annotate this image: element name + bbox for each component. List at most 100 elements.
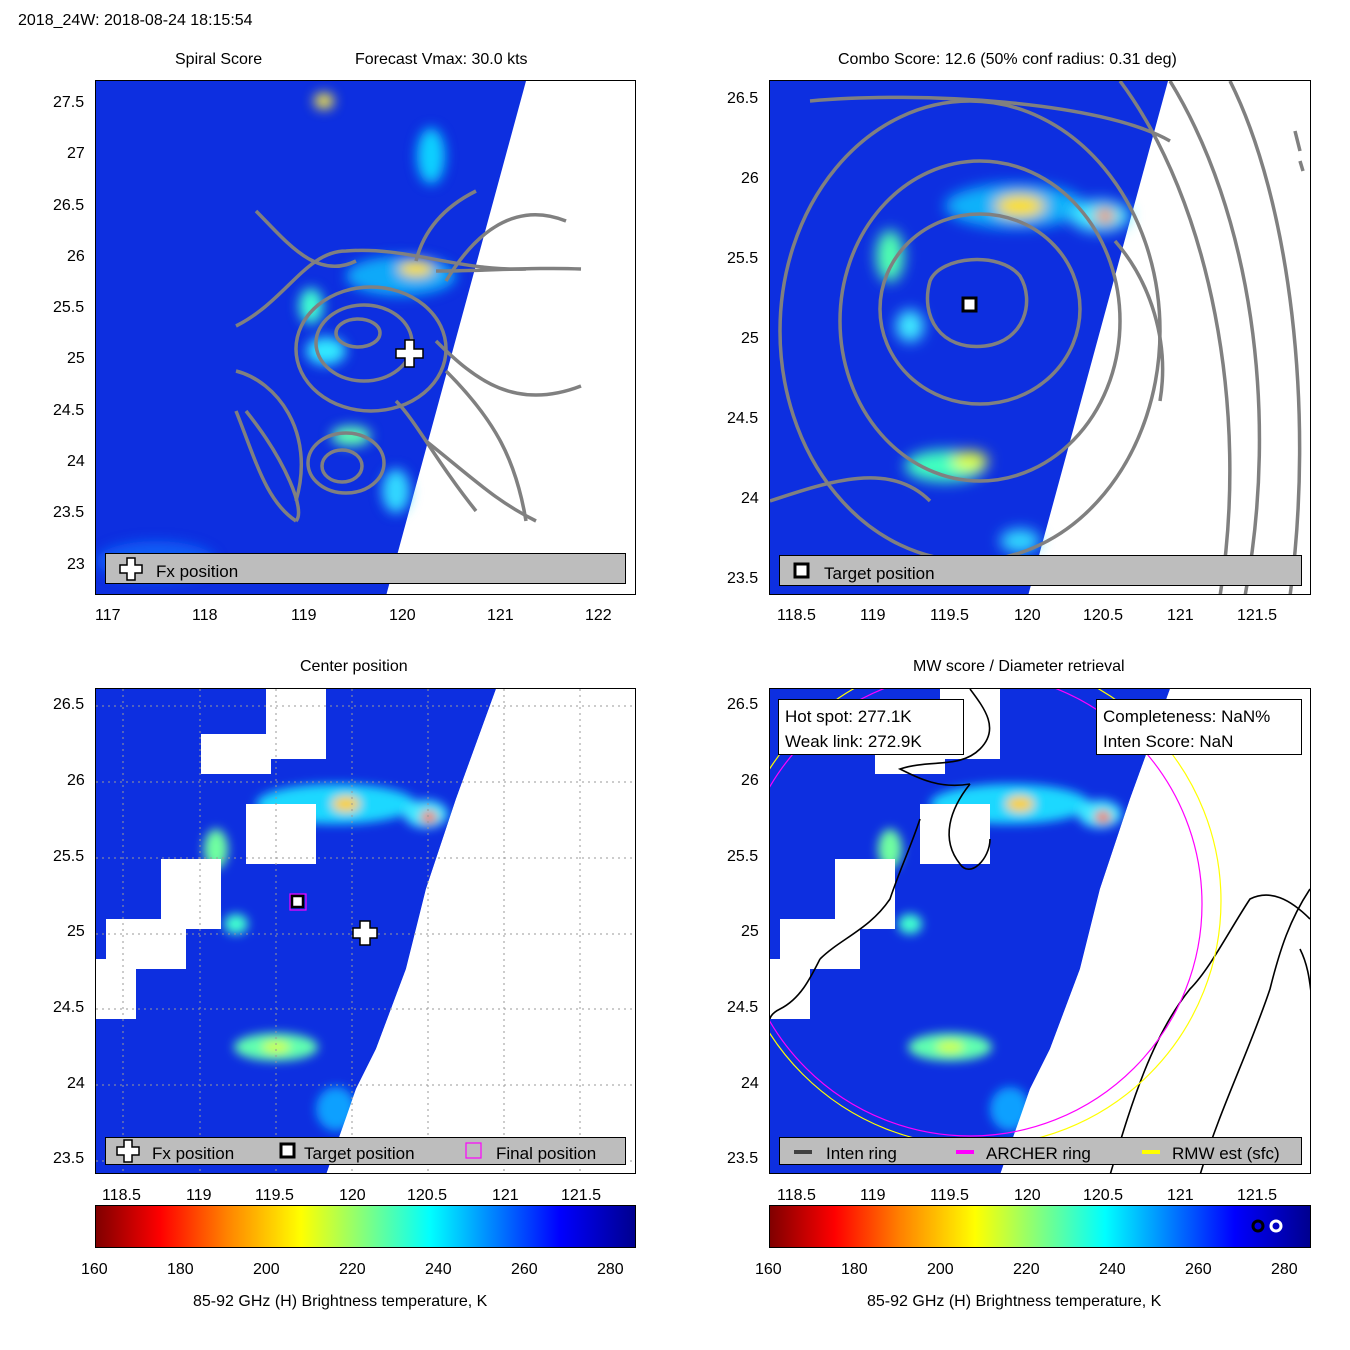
center-ytick: 24: [67, 1075, 85, 1092]
mw-ytick: 23.5: [727, 1150, 759, 1167]
spiral-ytick: 26.5: [53, 197, 85, 214]
cbar-left-label: 85-92 GHz (H) Brightness temperature, K: [193, 1293, 488, 1310]
center-xtick: 121: [492, 1187, 519, 1204]
center-field: [96, 689, 635, 1173]
cbar-left-tick: 160: [81, 1261, 108, 1278]
combo-xtick: 119.5: [930, 607, 969, 624]
center-target-marker: [290, 894, 305, 909]
combo-xtick: 119: [860, 607, 886, 624]
spiral-title: Spiral Score: [175, 51, 263, 68]
plus-icon: [119, 557, 143, 581]
center-legend-fx: Fx position: [152, 1144, 235, 1163]
cbar-right-tick: 180: [841, 1261, 868, 1278]
archer-ring-swatch: [956, 1150, 974, 1154]
mw-xtick: 120.5: [1083, 1187, 1124, 1204]
mw-ytick: 25.5: [727, 848, 759, 865]
spiral-ytick: 27.5: [53, 94, 85, 111]
combo-title: Combo Score: 12.6 (50% conf radius: 0.31…: [838, 51, 1177, 68]
colorbar-right: [769, 1205, 1311, 1248]
spiral-swath: [96, 81, 526, 594]
mw-field: [770, 689, 1310, 1173]
mw-xtick: 121.5: [1237, 1187, 1278, 1204]
spiral-field: [96, 81, 582, 594]
center-ytick: 25: [67, 923, 85, 940]
combo-ytick: 24.5: [727, 410, 759, 427]
cbar-left-tick: 280: [597, 1261, 624, 1278]
spiral-legend-fx: Fx position: [156, 562, 239, 581]
mw-ytick: 25: [741, 923, 759, 940]
combo-xtick: 121: [1167, 607, 1194, 624]
center-land-white: [326, 689, 635, 1173]
center-xtick: 118.5: [102, 1187, 141, 1204]
spiral-ytick: 24.5: [53, 402, 85, 419]
mw-xtick: 121: [1167, 1187, 1194, 1204]
ring-marker-icon: [1251, 1219, 1283, 1233]
cbar-right-tick: 260: [1185, 1261, 1212, 1278]
center-ytick: 25.5: [53, 848, 85, 865]
combo-legend-target: Target position: [824, 564, 935, 583]
mw-legend-rmw: RMW est (sfc): [1172, 1144, 1280, 1163]
spiral-ytick: 25: [67, 350, 85, 367]
center-xtick: 120.5: [407, 1187, 448, 1204]
cbar-left-tick: 260: [511, 1261, 538, 1278]
mw-xtick: 120: [1014, 1187, 1041, 1204]
cbar-right-tick: 160: [755, 1261, 782, 1278]
spiral-plot-area: Fx position: [95, 80, 636, 595]
magenta-square-icon: [465, 1142, 482, 1159]
center-legend-target: Target position: [304, 1144, 415, 1163]
center-plot-area: Fx position Target position Final positi…: [95, 688, 636, 1174]
mw-legend-archer: ARCHER ring: [986, 1144, 1091, 1163]
center-ytick: 26.5: [53, 696, 85, 713]
plus-icon: [116, 1139, 140, 1163]
colorbar-left: [95, 1205, 636, 1248]
cbar-right-label: 85-92 GHz (H) Brightness temperature, K: [867, 1293, 1162, 1310]
mw-ytick: 24.5: [727, 999, 759, 1016]
mw-title: MW score / Diameter retrieval: [913, 658, 1125, 675]
inten-ring-swatch: [794, 1150, 812, 1154]
cbar-right-tick: 200: [927, 1261, 954, 1278]
mw-legend-inten: Inten ring: [826, 1144, 897, 1163]
center-title: Center position: [300, 658, 408, 675]
combo-xtick: 118.5: [777, 607, 816, 624]
center-fx-marker: [352, 920, 378, 946]
spiral-xtick: 120: [389, 607, 416, 624]
center-xtick: 120: [339, 1187, 366, 1204]
mw-inten-score: Inten Score: NaN: [1103, 732, 1234, 751]
combo-plot-area: Target position: [769, 80, 1311, 595]
center-ytick: 26: [67, 772, 85, 789]
square-icon: [793, 562, 810, 579]
combo-contours: [770, 81, 1305, 594]
combo-xtick: 120.5: [1083, 607, 1124, 624]
center-legend-final: Final position: [496, 1144, 597, 1163]
spiral-xtick: 119: [291, 607, 317, 624]
spiral-ytick: 23.5: [53, 504, 85, 521]
mw-legend: Inten ring ARCHER ring RMW est (sfc): [779, 1137, 1302, 1165]
cbar-left-tick: 220: [339, 1261, 366, 1278]
center-legend: Fx position Target position Final positi…: [105, 1137, 626, 1165]
mw-xtick: 119: [860, 1187, 886, 1204]
combo-ytick: 25: [741, 330, 759, 347]
center-xtick: 119.5: [255, 1187, 294, 1204]
combo-ytick: 26.5: [727, 90, 759, 107]
spiral-ytick: 24: [67, 453, 85, 470]
mw-plot-area: Hot spot: 277.1K Weak link: 272.9K Compl…: [769, 688, 1311, 1174]
center-ytick: 24.5: [53, 999, 85, 1016]
spiral-ytick: 25.5: [53, 299, 85, 316]
mw-hot-spot: Hot spot: 277.1K: [785, 707, 912, 726]
combo-xtick: 120: [1014, 607, 1041, 624]
mw-ytick: 24: [741, 1075, 759, 1092]
spiral-fx-marker: [395, 339, 424, 368]
mw-archer-ring: [770, 689, 1203, 1137]
combo-field: [770, 81, 1305, 594]
spiral-xtick: 117: [95, 607, 121, 624]
combo-legend: Target position: [779, 555, 1302, 586]
spiral-legend: Fx position: [105, 553, 626, 584]
mw-cloud-gaps: [770, 689, 1000, 1019]
combo-xtick: 121.5: [1237, 607, 1278, 624]
page-title: 2018_24W: 2018-08-24 18:15:54: [18, 12, 253, 29]
mw-info-right: Completeness: NaN% Inten Score: NaN: [1096, 699, 1302, 755]
cbar-left-tick: 200: [253, 1261, 280, 1278]
mw-xtick: 119.5: [930, 1187, 969, 1204]
spiral-xtick: 122: [585, 607, 612, 624]
mw-land-white: [1000, 689, 1310, 1173]
